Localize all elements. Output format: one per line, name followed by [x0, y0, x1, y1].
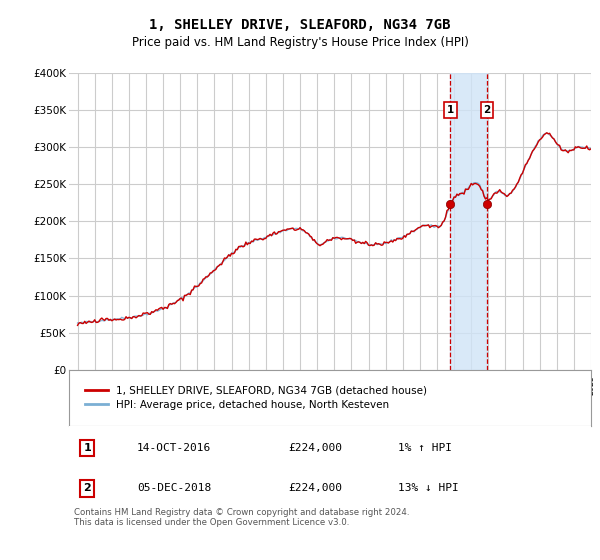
- Text: 1% ↑ HPI: 1% ↑ HPI: [398, 443, 452, 453]
- Bar: [451, 73, 487, 370]
- Text: 2: 2: [83, 483, 91, 493]
- Text: 1, SHELLEY DRIVE, SLEAFORD, NG34 7GB: 1, SHELLEY DRIVE, SLEAFORD, NG34 7GB: [149, 18, 451, 32]
- Text: 14-OCT-2016: 14-OCT-2016: [137, 443, 211, 453]
- Text: Price paid vs. HM Land Registry's House Price Index (HPI): Price paid vs. HM Land Registry's House …: [131, 36, 469, 49]
- Text: 1: 1: [447, 105, 454, 115]
- Legend: 1, SHELLEY DRIVE, SLEAFORD, NG34 7GB (detached house), HPI: Average price, detac: 1, SHELLEY DRIVE, SLEAFORD, NG34 7GB (de…: [79, 380, 432, 415]
- Text: £224,000: £224,000: [288, 443, 342, 453]
- Text: £224,000: £224,000: [288, 483, 342, 493]
- Text: 05-DEC-2018: 05-DEC-2018: [137, 483, 211, 493]
- Text: 13% ↓ HPI: 13% ↓ HPI: [398, 483, 458, 493]
- Text: 1: 1: [83, 443, 91, 453]
- Text: Contains HM Land Registry data © Crown copyright and database right 2024.
This d: Contains HM Land Registry data © Crown c…: [74, 508, 410, 528]
- Text: 2: 2: [484, 105, 491, 115]
